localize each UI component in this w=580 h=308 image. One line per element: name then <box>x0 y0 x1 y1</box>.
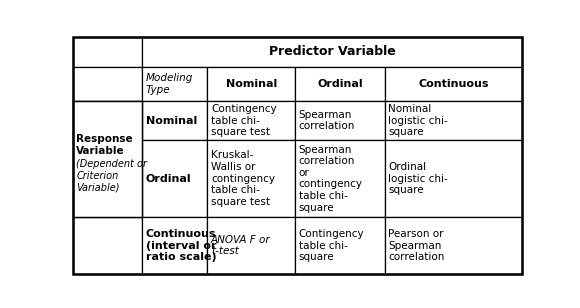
Text: Spearman
correlation: Spearman correlation <box>299 110 355 131</box>
Bar <box>142 217 208 274</box>
Bar <box>72 67 142 101</box>
Text: Ordinal
logistic chi-
square: Ordinal logistic chi- square <box>389 162 448 195</box>
Text: (Dependent or
Criterion
Variable): (Dependent or Criterion Variable) <box>76 159 147 192</box>
Bar <box>72 217 142 274</box>
Text: ANOVA F or
t-test: ANOVA F or t-test <box>211 235 271 257</box>
Text: Contingency
table chi-
square: Contingency table chi- square <box>299 229 364 262</box>
Text: Continuous
(interval or
ratio scale): Continuous (interval or ratio scale) <box>146 229 216 262</box>
Bar <box>295 217 385 274</box>
Bar <box>72 37 142 67</box>
Bar <box>208 140 295 217</box>
Text: Nominal: Nominal <box>146 116 197 126</box>
Text: Response
Variable: Response Variable <box>76 134 133 156</box>
Text: Nominal
logistic chi-
square: Nominal logistic chi- square <box>389 104 448 137</box>
Text: Predictor Variable: Predictor Variable <box>269 45 396 58</box>
Text: Kruskal-
Wallis or
contingency
table chi-
square test: Kruskal- Wallis or contingency table chi… <box>211 151 275 207</box>
Bar <box>142 140 208 217</box>
Bar <box>142 67 208 101</box>
Bar <box>72 101 142 217</box>
Bar <box>385 67 522 101</box>
Bar <box>208 217 295 274</box>
Bar <box>142 101 208 140</box>
Bar <box>295 101 385 140</box>
Text: Ordinal: Ordinal <box>317 79 362 89</box>
Text: Contingency
table chi-
square test: Contingency table chi- square test <box>211 104 277 137</box>
Bar <box>208 67 295 101</box>
Bar <box>142 37 522 67</box>
Bar <box>385 101 522 140</box>
Bar <box>295 67 385 101</box>
Text: Modeling
Type: Modeling Type <box>146 73 193 95</box>
Text: Continuous: Continuous <box>418 79 489 89</box>
Bar <box>208 101 295 140</box>
Bar <box>385 140 522 217</box>
Bar <box>385 217 522 274</box>
Text: Pearson or
Spearman
correlation: Pearson or Spearman correlation <box>389 229 445 262</box>
Bar <box>295 140 385 217</box>
Text: Ordinal: Ordinal <box>146 174 191 184</box>
Text: Spearman
correlation
or
contingency
table chi-
square: Spearman correlation or contingency tabl… <box>299 145 362 213</box>
Bar <box>72 101 142 140</box>
Text: Nominal: Nominal <box>226 79 277 89</box>
